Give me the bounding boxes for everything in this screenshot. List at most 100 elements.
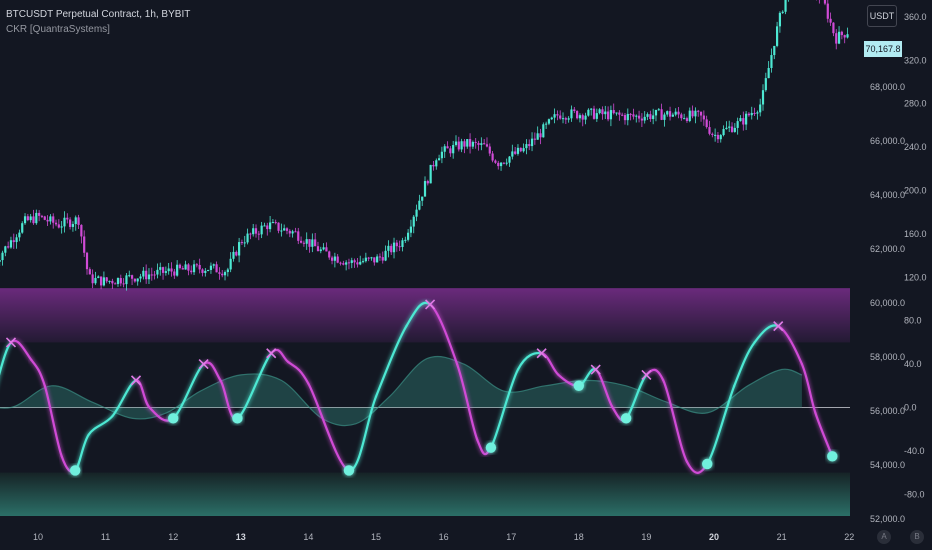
candle xyxy=(756,110,759,120)
candle xyxy=(499,161,503,171)
candle xyxy=(263,222,266,227)
oscillator-axis-tick: 160.0 xyxy=(904,229,927,239)
candle xyxy=(683,113,686,120)
candle xyxy=(74,215,77,231)
oscillator-axis-tick: 80.0 xyxy=(904,316,922,326)
candle xyxy=(232,246,235,262)
oscillator-axis-tick: 40.0 xyxy=(904,359,922,369)
candle xyxy=(623,112,627,125)
candle xyxy=(114,282,117,285)
sell-signal-cross xyxy=(130,375,142,386)
time-axis-tick: 19 xyxy=(641,532,651,542)
candle xyxy=(595,108,598,122)
buy-signal-dot xyxy=(620,413,632,424)
candle xyxy=(539,128,542,145)
candle xyxy=(592,105,596,120)
currency-button[interactable]: USDT xyxy=(867,5,897,27)
candle xyxy=(714,128,717,142)
candle xyxy=(249,232,252,240)
candle xyxy=(668,106,672,121)
buy-signal-dot xyxy=(168,413,179,424)
auto-scale-button[interactable]: A xyxy=(877,530,891,544)
candle xyxy=(94,271,97,285)
candle xyxy=(192,260,196,275)
log-scale-button[interactable]: B xyxy=(910,530,924,544)
candle xyxy=(204,268,207,277)
candle xyxy=(235,250,238,257)
candle xyxy=(564,116,567,124)
time-axis-tick: 18 xyxy=(574,532,584,542)
time-axis-tick: 11 xyxy=(101,532,110,542)
sell-signal-cross xyxy=(425,299,436,310)
candle xyxy=(69,217,72,230)
candle xyxy=(725,121,728,130)
candle xyxy=(578,113,582,123)
sell-signal-cross xyxy=(536,348,547,359)
oscillator-up-segment xyxy=(0,341,13,376)
candle xyxy=(505,158,508,166)
candle xyxy=(747,112,751,117)
price-axis-tick: 56,000.0 xyxy=(870,406,905,416)
candle xyxy=(0,253,1,266)
candle xyxy=(835,29,838,50)
candle xyxy=(671,112,674,117)
candle xyxy=(429,164,432,184)
candle xyxy=(316,241,320,252)
candle xyxy=(516,144,520,156)
price-axis-tick: 68,000.0 xyxy=(870,82,905,92)
candle xyxy=(342,260,345,266)
candle xyxy=(629,112,632,121)
overbought-zone xyxy=(0,288,850,343)
time-axis-tick: 21 xyxy=(777,532,787,542)
candle xyxy=(685,116,689,123)
candle xyxy=(83,230,86,257)
candle xyxy=(576,110,579,120)
candle xyxy=(446,141,449,149)
trend-area-line xyxy=(0,355,803,427)
candle xyxy=(711,132,714,138)
candle xyxy=(29,213,32,223)
candle xyxy=(635,114,638,123)
candle xyxy=(494,159,497,164)
candle xyxy=(466,139,469,149)
oscillator-down-segment xyxy=(43,384,63,458)
candle xyxy=(122,278,125,288)
candle xyxy=(353,258,356,268)
candle xyxy=(97,275,100,279)
candle xyxy=(77,214,80,230)
oscillator-down-segment xyxy=(287,360,310,385)
candle xyxy=(694,107,697,124)
candle xyxy=(398,240,401,252)
candle xyxy=(584,112,587,125)
candle xyxy=(730,122,734,133)
oscillator-down-segment xyxy=(800,363,817,414)
candle xyxy=(502,162,505,165)
oscillator-up-segment xyxy=(374,325,408,398)
candle xyxy=(483,139,486,145)
candle xyxy=(254,224,258,238)
candle xyxy=(773,45,776,60)
candle xyxy=(288,229,291,238)
indicator-legend: CKR [QuantraSystems] xyxy=(6,24,110,35)
candle xyxy=(161,266,165,280)
buy-signal-dot xyxy=(702,458,713,470)
sell-signal-cross xyxy=(5,337,17,348)
candle xyxy=(218,267,221,280)
candle xyxy=(612,103,615,115)
candle xyxy=(632,108,635,120)
candle xyxy=(491,150,494,163)
candle xyxy=(215,261,218,273)
time-axis-tick: 12 xyxy=(168,532,178,542)
candle xyxy=(356,258,359,268)
candle xyxy=(581,113,584,127)
candle xyxy=(336,254,339,264)
candle xyxy=(190,265,193,275)
candle xyxy=(452,140,455,159)
candle xyxy=(71,221,75,232)
candle xyxy=(435,158,438,170)
candle xyxy=(742,111,745,131)
candle xyxy=(350,257,353,269)
candle xyxy=(21,221,24,234)
candle xyxy=(818,0,820,4)
